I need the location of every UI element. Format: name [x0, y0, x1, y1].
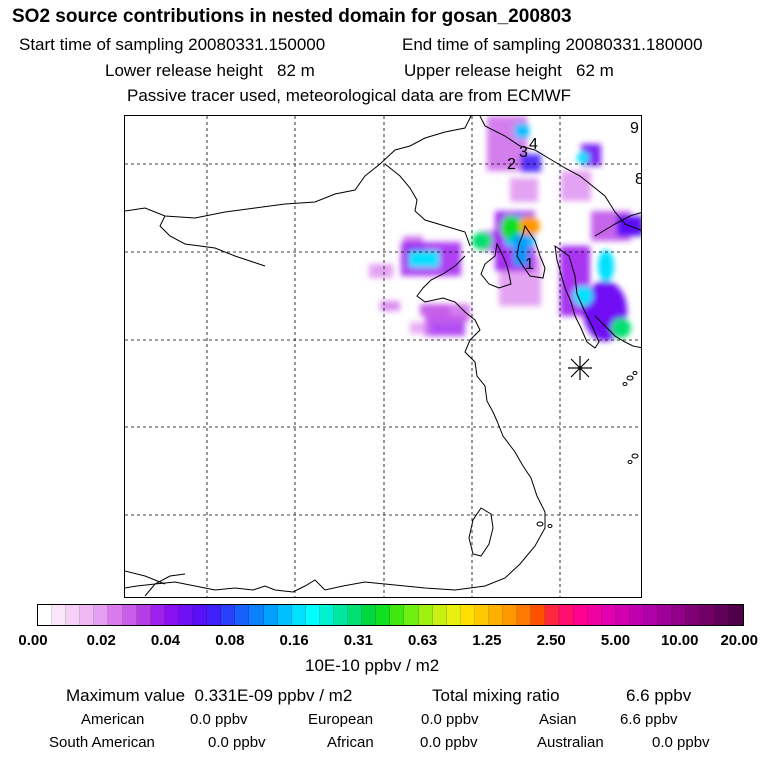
colorbar-segment: [235, 605, 250, 625]
colorbar-segment: [615, 605, 630, 625]
colorbar-segment: [221, 605, 236, 625]
page-title: SO2 source contributions in nested domai…: [12, 6, 572, 27]
european-value: 0.0 ppbv: [421, 711, 479, 728]
colorbar-segment: [319, 605, 334, 625]
colorbar-tick-label: 0.31: [343, 632, 373, 649]
asterisk-marker: [568, 356, 592, 380]
south-american-label: South American: [49, 734, 155, 751]
european-label: European: [308, 711, 374, 728]
colorbar-segment: [193, 605, 208, 625]
colorbar-segment: [432, 605, 447, 625]
colorbar-segment: [686, 605, 701, 625]
max-value-text: Maximum value 0.331E-09 ppbv / m2: [66, 686, 353, 705]
colorbar-segment: [545, 605, 560, 625]
colorbar-tick-label: 2.50: [536, 632, 566, 649]
map-label-4: 4: [529, 136, 538, 153]
american-label: American: [81, 711, 145, 728]
colorbar: [37, 604, 744, 626]
colorbar-segment: [728, 605, 743, 625]
colorbar-segment: [700, 605, 715, 625]
country-borders: [125, 215, 266, 597]
colorbar-segment: [658, 605, 673, 625]
total-mixing-label: Total mixing ratio: [432, 686, 560, 705]
lat-lon-grid: [125, 116, 641, 597]
upper-release-text: Upper release height 62 m: [404, 61, 614, 80]
colorbar-segment: [263, 605, 278, 625]
map-label-9: 9: [630, 120, 639, 137]
colorbar-segment: [80, 605, 95, 625]
colorbar-segment: [559, 605, 574, 625]
colorbar-tick-label: 0.16: [279, 632, 309, 649]
end-sampling-text: End time of sampling 20080331.180000: [402, 35, 703, 54]
colorbar-segment: [644, 605, 659, 625]
colorbar-segment: [446, 605, 461, 625]
coastlines: [125, 116, 641, 593]
colorbar-unit: 10E-10 ppbv / m2: [305, 656, 440, 675]
colorbar-segment: [333, 605, 349, 625]
colorbar-segment: [376, 605, 391, 625]
colorbar-tick-label: 0.08: [215, 632, 245, 649]
australian-value: 0.0 ppbv: [652, 734, 710, 751]
colorbar-tick-label: 5.00: [600, 632, 631, 649]
map-label-1: 1: [525, 256, 534, 273]
colorbar-segment: [474, 605, 489, 625]
australian-label: Australian: [537, 734, 604, 751]
colorbar-tick-label: 0.02: [86, 632, 116, 649]
colorbar-segment: [672, 605, 687, 625]
colorbar-segment: [66, 605, 81, 625]
lower-release-text: Lower release height 82 m: [105, 61, 315, 80]
colorbar-segment: [178, 605, 194, 625]
colorbar-segment: [531, 605, 546, 625]
map-label-8: 8: [635, 171, 641, 189]
colorbar-segment: [362, 605, 377, 625]
colorbar-segment: [629, 605, 645, 625]
colorbar-segment: [573, 605, 588, 625]
colorbar-segment: [460, 605, 475, 625]
start-sampling-text: Start time of sampling 20080331.150000: [19, 35, 326, 54]
colorbar-segment: [52, 605, 67, 625]
colorbar-segment: [164, 605, 179, 625]
colorbar-segment: [418, 605, 433, 625]
colorbar-tick-label: 0.63: [408, 632, 438, 649]
colorbar-segment: [207, 605, 222, 625]
total-mixing-value: 6.6 ppbv: [626, 686, 692, 705]
colorbar-tick-label: 20.00: [720, 632, 758, 649]
african-value: 0.0 ppbv: [420, 734, 478, 751]
colorbar-segment: [489, 605, 504, 625]
colorbar-segment: [348, 605, 363, 625]
colorbar-segment: [390, 605, 405, 625]
american-value: 0.0 ppbv: [190, 711, 248, 728]
colorbar-segment: [517, 605, 532, 625]
colorbar-segment: [122, 605, 137, 625]
tracer-info-text: Passive tracer used, meteorological data…: [127, 86, 572, 105]
colorbar-segment: [38, 605, 53, 625]
colorbar-tick-label: 1.25: [472, 632, 502, 649]
colorbar-segment: [503, 605, 518, 625]
colorbar-segment: [587, 605, 602, 625]
map-label-2: 2: [507, 156, 516, 173]
colorbar-segment: [277, 605, 292, 625]
colorbar-segment: [714, 605, 729, 625]
south-american-value: 0.0 ppbv: [208, 734, 266, 751]
colorbar-segment: [305, 605, 320, 625]
colorbar-segment: [404, 605, 419, 625]
colorbar-segment: [94, 605, 109, 625]
colorbar-segment: [136, 605, 151, 625]
colorbar-tick-label: 10.00: [660, 632, 699, 649]
colorbar-segment: [291, 605, 306, 625]
colorbar-segment: [108, 605, 123, 625]
asian-value: 6.6 ppbv: [620, 711, 678, 728]
concentration-plume: [369, 116, 641, 341]
colorbar-tick-label: 0.04: [150, 632, 181, 649]
african-label: African: [327, 734, 374, 751]
colorbar-segment: [150, 605, 165, 625]
colorbar-segment: [601, 605, 616, 625]
asian-label: Asian: [539, 711, 577, 728]
map-panel: 9 8 4 3 2 1: [124, 115, 642, 598]
colorbar-segment: [249, 605, 264, 625]
map-label-3: 3: [519, 144, 528, 161]
colorbar-tick-label: 0.00: [18, 632, 48, 649]
map-canvas: [125, 116, 641, 597]
